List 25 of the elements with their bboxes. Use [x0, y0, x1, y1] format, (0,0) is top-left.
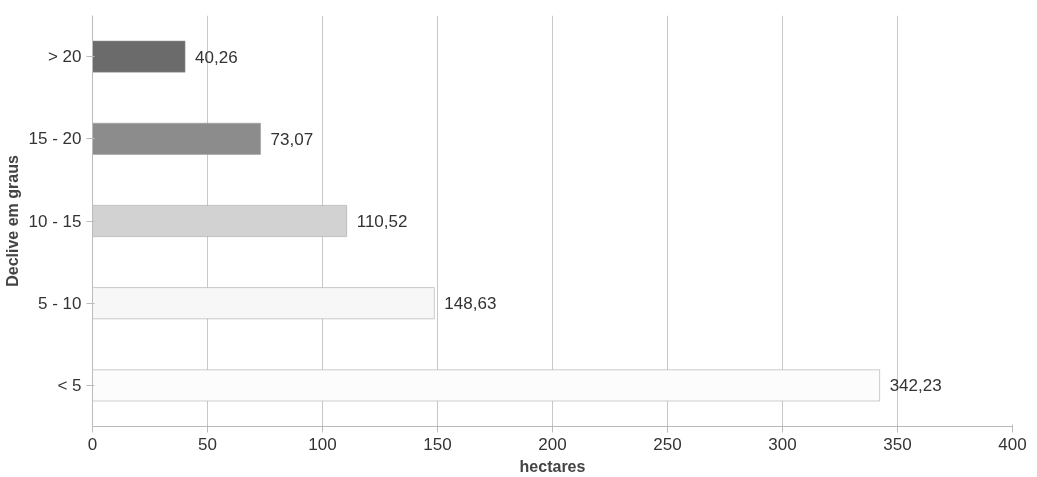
data-label: 40,26: [195, 47, 238, 67]
data-label: 73,07: [270, 129, 314, 149]
x-tick-label: 400: [998, 434, 1027, 454]
data-label: 110,52: [356, 212, 408, 231]
bar: [92, 122, 261, 155]
x-tick-label: 300: [768, 434, 797, 454]
y-tick-label: 5 - 10: [38, 293, 82, 313]
y-tick-label: 10 - 15: [28, 211, 82, 231]
y-tick-label: < 5: [57, 375, 82, 395]
bar: [92, 369, 880, 402]
x-tick-label: 100: [308, 434, 337, 454]
x-axis-title: hectares: [519, 457, 586, 475]
x-tick-label: 150: [423, 434, 452, 454]
bar: [92, 287, 435, 320]
x-tick-label: 250: [653, 434, 682, 454]
x-tick-label: 50: [198, 434, 217, 454]
y-axis-title: Declive em graus: [3, 155, 21, 287]
bar: [92, 40, 186, 73]
x-tick-label: 200: [538, 434, 567, 454]
y-tick-label: > 20: [47, 47, 82, 67]
y-tick-label: 15 - 20: [28, 129, 82, 149]
data-label: 342,23: [889, 376, 942, 396]
data-label: 148,63: [444, 294, 497, 314]
x-tick-label: 0: [87, 434, 98, 454]
x-tick-label: 350: [883, 434, 912, 454]
